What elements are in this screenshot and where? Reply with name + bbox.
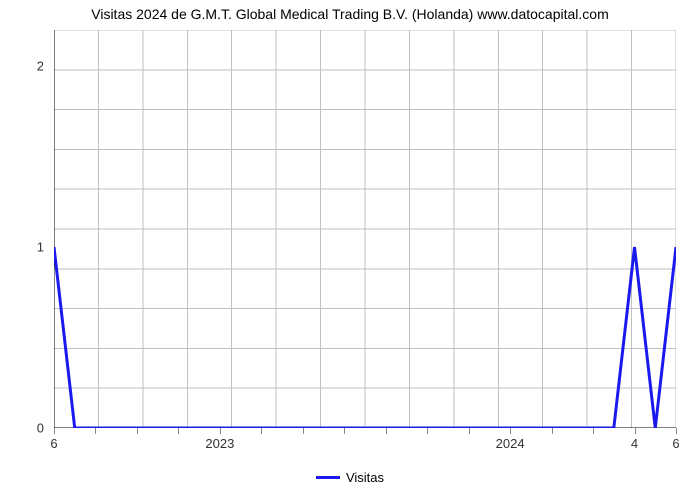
x-minor-tick bbox=[427, 428, 428, 434]
x-minor-tick bbox=[386, 428, 387, 434]
x-minor-tick bbox=[676, 428, 677, 434]
x-minor-tick bbox=[469, 428, 470, 434]
chart-title: Visitas 2024 de G.M.T. Global Medical Tr… bbox=[0, 6, 700, 22]
x-tick-label: 4 bbox=[631, 436, 638, 451]
chart-container: Visitas 2024 de G.M.T. Global Medical Tr… bbox=[0, 0, 700, 500]
chart-svg bbox=[54, 30, 676, 428]
x-minor-tick bbox=[552, 428, 553, 434]
x-minor-tick bbox=[510, 428, 511, 434]
x-tick-label: 2023 bbox=[205, 436, 234, 451]
x-minor-tick bbox=[95, 428, 96, 434]
chart-legend: Visitas bbox=[0, 470, 700, 485]
x-minor-tick bbox=[178, 428, 179, 434]
x-tick-label: 6 bbox=[672, 436, 679, 451]
x-tick-label: 6 bbox=[50, 436, 57, 451]
y-tick-label: 0 bbox=[0, 421, 44, 436]
x-minor-tick bbox=[303, 428, 304, 434]
x-minor-tick bbox=[593, 428, 594, 434]
x-minor-tick bbox=[344, 428, 345, 434]
plot-area bbox=[54, 30, 676, 428]
x-minor-tick bbox=[54, 428, 55, 434]
legend-swatch bbox=[316, 476, 340, 479]
x-minor-tick bbox=[220, 428, 221, 434]
y-tick-label: 1 bbox=[0, 240, 44, 255]
legend-label: Visitas bbox=[346, 470, 384, 485]
x-tick-label: 2024 bbox=[496, 436, 525, 451]
y-tick-label: 2 bbox=[0, 59, 44, 74]
x-minor-tick bbox=[137, 428, 138, 434]
x-minor-tick bbox=[635, 428, 636, 434]
x-minor-tick bbox=[261, 428, 262, 434]
